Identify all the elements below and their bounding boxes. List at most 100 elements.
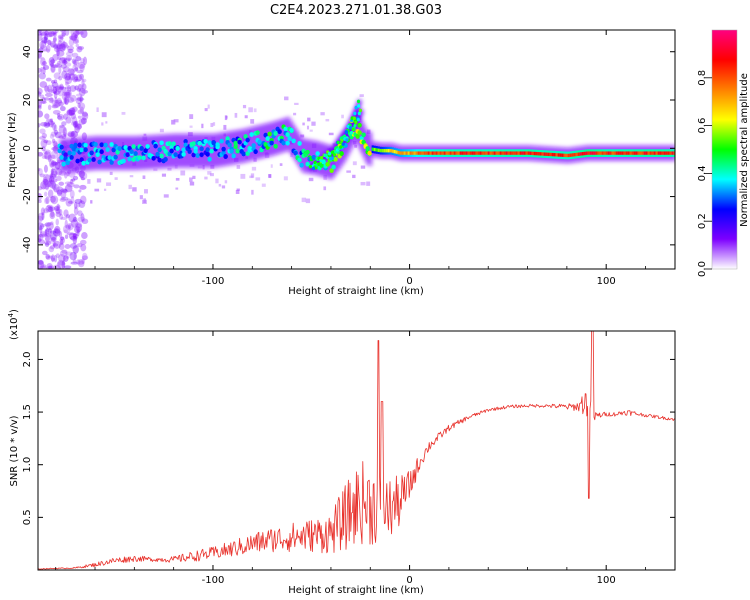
heatmap-noise-cell (53, 102, 60, 108)
heatmap-track-cell (277, 129, 282, 135)
heatmap-noise-cell (45, 228, 50, 237)
snr-x-ticks: -100 0 100 (55, 331, 646, 586)
heatmap-noise-cell (40, 181, 47, 190)
heatmap-faint-cell (244, 115, 248, 119)
heatmap-noise-cell (44, 30, 50, 36)
heatmap-noise-cell (81, 255, 89, 261)
heatmap-halo-cell (227, 131, 231, 166)
heatmap-noise-cell (46, 204, 53, 208)
heatmap-track-cell (75, 158, 80, 164)
heatmap-faint-cell (234, 112, 238, 118)
heatmap-track-cell (333, 156, 338, 162)
heatmap-faint-cell (311, 121, 316, 126)
heatmap-track-cell (115, 149, 120, 155)
heatmap-noise-cell (79, 95, 83, 103)
heatmap-branch-cell (352, 116, 357, 120)
heatmap-noise-cell (72, 259, 77, 264)
spectrogram-x-axis-label: Height of straight line (km) (288, 286, 424, 297)
heatmap-noise-cell (38, 53, 43, 60)
heatmap-halo-cell (249, 127, 253, 162)
heatmap-track-core (601, 151, 604, 155)
heatmap-noise-cell (67, 200, 74, 204)
heatmap-halo-cell (191, 133, 195, 168)
heatmap-noise-cell (65, 214, 70, 219)
heatmap-branch-cell (354, 120, 358, 125)
heatmap-track-core (503, 151, 506, 155)
heatmap-noise-cell (48, 265, 53, 269)
heatmap-track-cell (355, 134, 360, 139)
heatmap-noise-cell (54, 30, 59, 34)
heatmap-track-core (523, 151, 526, 155)
heatmap-halo-cell (177, 133, 181, 168)
heatmap-track-core (473, 151, 476, 155)
heatmap-noise-cell (64, 96, 70, 104)
heatmap-noise-cell (81, 78, 85, 88)
heatmap-halo-cell (335, 139, 339, 174)
heatmap-faint-cell (142, 199, 147, 204)
heatmap-track-core (469, 151, 472, 155)
heatmap-faint-cell (305, 198, 311, 204)
heatmap-noise-cell (75, 43, 79, 48)
heatmap-branch-cell (308, 164, 312, 169)
heatmap-noise-cell (39, 225, 43, 234)
colorbar: 0.0 0.2 0.4 0.6 0.8 Normalized spectral ampl… (697, 29, 750, 277)
heatmap-noise-cell (74, 124, 80, 134)
heatmap-track-core (463, 151, 466, 155)
heatmap-halo-cell (107, 136, 111, 171)
heatmap-halo-cell (153, 135, 157, 169)
heatmap-branch-cell (344, 130, 348, 134)
heatmap-noise-cell (70, 219, 79, 228)
heatmap-noise-cell (59, 213, 64, 220)
heatmap-noise-cell (79, 184, 87, 190)
heatmap-faint-cell (283, 176, 288, 181)
heatmap-noise-cell (66, 109, 72, 117)
heatmap-branch-cell (311, 166, 316, 171)
heatmap-track-core (489, 151, 492, 155)
heatmap-track-cell (169, 148, 174, 154)
heatmap-noise-cell (44, 198, 49, 205)
heatmap-noise-cell (64, 30, 70, 36)
heatmap-track-cell (191, 152, 196, 158)
heatmap-noise-cell (38, 91, 42, 97)
heatmap-track-core (483, 151, 486, 155)
heatmap-track-core (379, 148, 382, 153)
heatmap-track-core (667, 151, 670, 155)
heatmap-track-core (481, 151, 484, 155)
heatmap-faint-cell (180, 170, 186, 176)
heatmap-noise-cell (67, 58, 71, 62)
heatmap-noise-cell (81, 111, 89, 121)
heatmap-noise-cell (77, 109, 84, 115)
heatmap-branch-cell (357, 104, 361, 108)
heatmap-track-cell (225, 136, 230, 142)
heatmap-noise-cell (54, 161, 61, 170)
spectrogram-y-ticks: -40 -20 0 20 40 (22, 45, 675, 253)
heatmap-noise-cell (47, 153, 52, 163)
heatmap-noise-cell (77, 216, 86, 223)
heatmap-noise-cell (45, 32, 53, 38)
heatmap-noise-cell (52, 32, 57, 36)
heatmap-noise-cell (79, 73, 84, 80)
heatmap-halo-cell (85, 136, 89, 171)
heatmap-noise-cell (65, 73, 71, 81)
heatmap-track-cell (243, 134, 248, 139)
heatmap-track-core (607, 151, 610, 155)
heatmap-noise-cell (72, 74, 78, 83)
heatmap-track-cell (325, 161, 330, 167)
heatmap-noise-cell (44, 33, 49, 41)
snr-y-axis-label: SNR (10 * v/v) (9, 415, 20, 486)
heatmap-track-core (421, 151, 424, 155)
heatmap-branch-cell (336, 140, 340, 145)
heatmap-noise-cell (57, 40, 62, 47)
heatmap-noise-cell (57, 113, 65, 121)
snr-series-line (38, 331, 675, 570)
heatmap-track-cell (99, 142, 104, 148)
heatmap-noise-cell (64, 62, 72, 67)
heatmap-noise-cell (54, 225, 61, 234)
heatmap-noise-cell (70, 112, 76, 120)
heatmap-track-core (531, 151, 534, 156)
heatmap-halo-cell (247, 127, 251, 162)
heatmap-track-core (627, 151, 630, 155)
heatmap-track-cell (233, 144, 238, 150)
colorbar-label: Normalized spectral amplitude (739, 73, 750, 227)
heatmap-halo-cell (61, 138, 65, 173)
